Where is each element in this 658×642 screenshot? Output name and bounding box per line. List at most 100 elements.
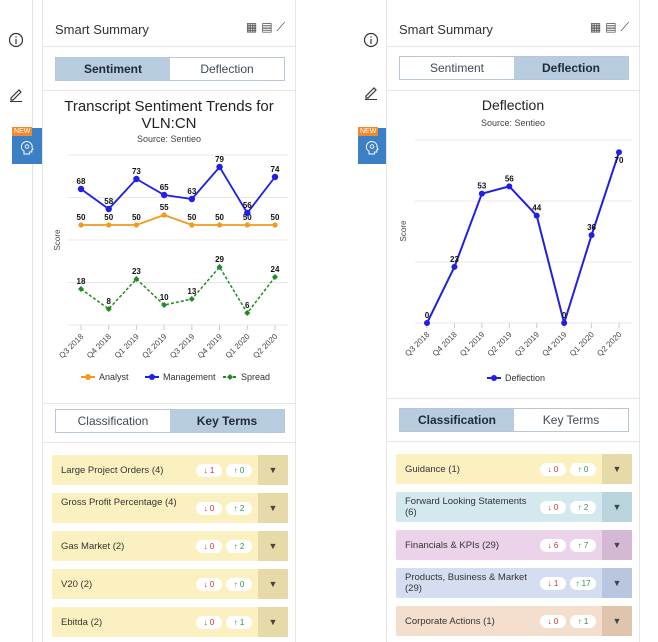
term-label: Corporate Actions (1) <box>405 616 495 627</box>
data-label: 50 <box>215 213 224 222</box>
term-row[interactable]: Gas Market (2) ↓ 0 ↑ 2 ▼ <box>52 531 288 561</box>
document-icon[interactable]: ▤ <box>605 20 621 34</box>
negative-count-badge: ↓ 0 <box>196 540 222 553</box>
data-point <box>272 222 278 228</box>
term-row[interactable]: V20 (2) ↓ 0 ↑ 0 ▼ <box>52 569 288 599</box>
tab-sentiment[interactable]: Sentiment <box>400 57 514 79</box>
term-label: Forward Looking Statements (6) <box>405 496 527 518</box>
term-row[interactable]: Corporate Actions (1) ↓ 0 ↑ 1 ▼ <box>396 606 632 636</box>
term-row[interactable]: Large Project Orders (4) ↓ 1 ↑ 0 ▼ <box>52 455 288 485</box>
data-point <box>188 195 196 203</box>
x-tick-label: Q4 2019 <box>540 330 568 358</box>
data-point <box>133 276 140 282</box>
chart-icon[interactable]: ⟋ <box>620 20 633 34</box>
data-point <box>216 264 223 270</box>
legend-marker <box>85 374 91 380</box>
data-label: 65 <box>160 183 169 192</box>
chevron-down-icon[interactable]: ▼ <box>258 531 288 561</box>
divider <box>43 403 295 404</box>
negative-count-badge: ↓ 0 <box>540 501 566 514</box>
data-point <box>478 190 485 197</box>
chart-icon[interactable]: ⟋ <box>276 20 289 34</box>
positive-count-badge: ↑ 2 <box>226 502 252 515</box>
divider <box>387 90 639 91</box>
x-tick-label: Q1 2020 <box>568 330 596 358</box>
data-point <box>533 212 540 219</box>
x-tick-label: Q2 2019 <box>486 330 514 358</box>
panel-title: Smart Summary <box>399 22 493 37</box>
tab-key-terms[interactable]: Key Terms <box>170 410 284 432</box>
series-line-management <box>80 165 276 215</box>
term-label: Financials & KPIs (29) <box>405 540 499 551</box>
positive-count-badge: ↑ 0 <box>226 578 252 591</box>
negative-count-badge: ↓ 6 <box>540 539 566 552</box>
info-icon[interactable] <box>363 32 379 48</box>
smart-summary-tab[interactable]: NEW <box>12 127 42 164</box>
data-label: 50 <box>187 213 196 222</box>
term-row[interactable]: Financials & KPIs (29) ↓ 6 ↑ 7 ▼ <box>396 530 632 560</box>
positive-count-badge: ↑ 0 <box>226 464 252 477</box>
term-row[interactable]: Ebitda (2) ↓ 0 ↑ 1 ▼ <box>52 607 288 637</box>
data-point <box>161 302 168 308</box>
term-label: Large Project Orders (4) <box>61 465 164 476</box>
term-row[interactable]: Guidance (1) ↓ 0 ↑ 0 ▼ <box>396 454 632 484</box>
series-line-deflection <box>426 151 620 327</box>
deflection-chart: Q3 2018 Q4 2018 Q1 2019 Q2 2019 Q3 2019 Q4 20… <box>399 139 632 383</box>
table-icon[interactable]: ▦ <box>589 20 606 34</box>
tab-deflection[interactable]: Deflection <box>514 57 628 79</box>
panel-header: Smart Summary ▦▤⟋ <box>43 0 295 47</box>
data-point <box>78 286 84 292</box>
term-label: V20 (2) <box>61 579 93 590</box>
chevron-down-icon[interactable]: ▼ <box>258 569 288 599</box>
data-point <box>244 222 250 228</box>
chevron-down-icon[interactable]: ▼ <box>602 530 632 560</box>
chevron-down-icon[interactable]: ▼ <box>258 455 288 485</box>
smart-summary-tab[interactable]: NEW <box>358 127 386 164</box>
term-row[interactable]: Forward Looking Statements (6) ↓ 0 ↑ 2 ▼ <box>396 492 632 522</box>
legend-label: Spread <box>241 372 270 382</box>
data-point <box>161 212 167 218</box>
data-label: 68 <box>77 177 86 186</box>
table-icon[interactable]: ▦ <box>245 20 262 34</box>
tab-sentiment[interactable]: Sentiment <box>56 58 170 80</box>
positive-count-badge: ↑ 7 <box>570 539 596 552</box>
positive-count-badge: ↑ 17 <box>570 577 596 590</box>
chevron-down-icon[interactable]: ▼ <box>258 493 288 523</box>
x-tick-label: Q2 2020 <box>251 332 279 360</box>
bottom-toggle: Classification Key Terms <box>399 408 629 432</box>
edit-icon[interactable] <box>363 84 379 100</box>
chevron-down-icon[interactable]: ▼ <box>602 492 632 522</box>
data-point <box>106 222 112 228</box>
data-label: 50 <box>77 213 86 222</box>
edit-icon[interactable] <box>8 86 24 102</box>
chevron-down-icon[interactable]: ▼ <box>602 606 632 636</box>
data-label: 73 <box>132 167 141 176</box>
data-label: 50 <box>132 213 141 222</box>
term-row[interactable]: Products, Business & Market (29) ↓ 1 ↑ 17 ▼ <box>396 568 632 598</box>
chart-title: Deflection <box>481 97 545 113</box>
legend-marker <box>149 374 155 380</box>
bottom-toggle: Classification Key Terms <box>55 409 285 433</box>
divider <box>387 398 639 399</box>
chevron-down-icon[interactable]: ▼ <box>602 568 632 598</box>
panel-title: Smart Summary <box>55 22 149 37</box>
tab-deflection[interactable]: Deflection <box>170 58 284 80</box>
negative-count-badge: ↓ 1 <box>196 464 222 477</box>
data-point <box>189 222 195 228</box>
data-label: 79 <box>215 155 224 164</box>
data-point <box>160 191 168 199</box>
data-point <box>506 183 513 190</box>
data-label: 6 <box>245 301 250 310</box>
term-row[interactable]: Gross Profit Percentage (4) ↓ 0 ↑ 2 ▼ <box>52 493 288 523</box>
tab-key-terms[interactable]: Key Terms <box>514 409 628 431</box>
document-icon[interactable]: ▤ <box>261 20 277 34</box>
chevron-down-icon[interactable]: ▼ <box>258 607 288 637</box>
chevron-down-icon[interactable]: ▼ <box>602 454 632 484</box>
tab-classification[interactable]: Classification <box>400 409 514 431</box>
data-point <box>424 320 430 326</box>
info-icon[interactable] <box>8 32 24 48</box>
data-point <box>133 222 140 228</box>
data-point <box>78 222 84 228</box>
data-label: 0 <box>562 311 567 320</box>
tab-classification[interactable]: Classification <box>56 410 170 432</box>
